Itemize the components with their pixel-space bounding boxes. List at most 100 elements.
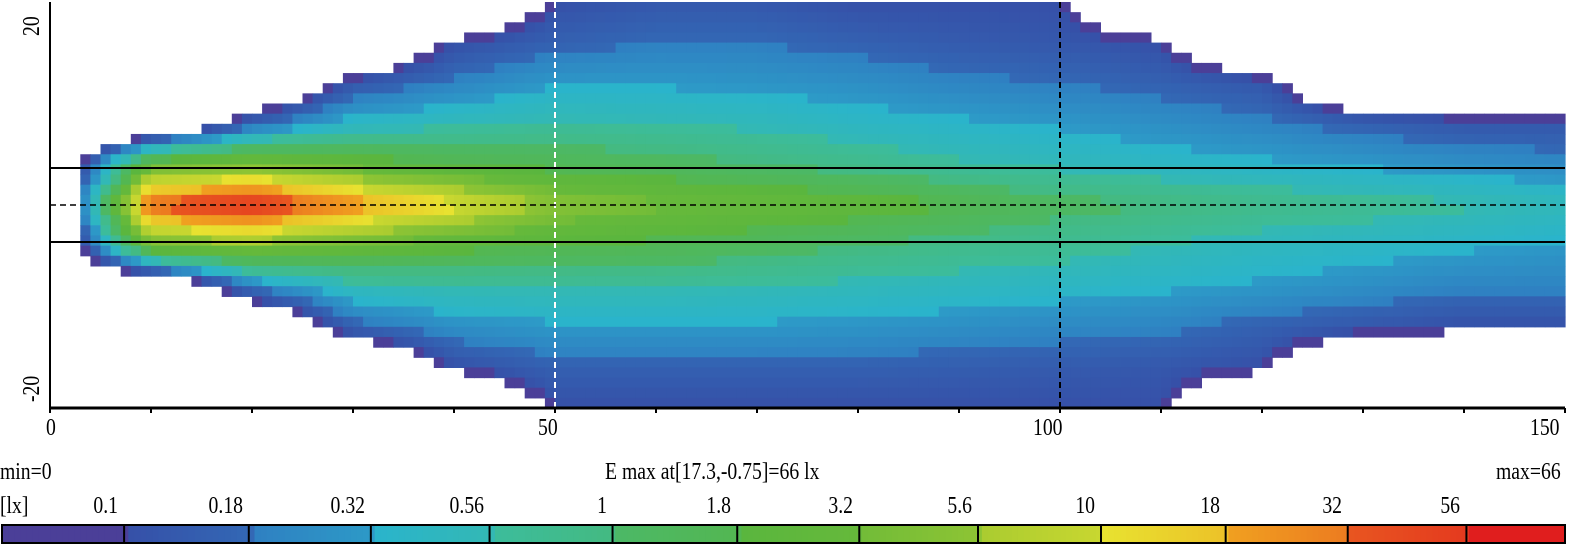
heatmap-cell: [1423, 174, 1435, 186]
heatmap-cell: [1171, 225, 1182, 237]
colorbar-swatch: [1078, 525, 1085, 543]
heatmap-cell: [1181, 225, 1192, 237]
heatmap-cell: [656, 2, 667, 13]
heatmap-cell: [454, 235, 465, 247]
heatmap-cell: [393, 225, 405, 237]
heatmap-cell: [585, 184, 596, 196]
heatmap-cell: [322, 103, 334, 115]
heatmap-cell: [1231, 245, 1243, 257]
heatmap-cell: [1241, 164, 1253, 176]
heatmap-cell: [1504, 184, 1516, 196]
heatmap-cell: [1161, 52, 1172, 64]
colorbar-swatch: [158, 525, 166, 543]
heatmap-cell: [1514, 235, 1526, 247]
heatmap-cell: [1403, 276, 1415, 287]
heatmap-cell: [484, 62, 495, 74]
heatmap-cell: [1100, 32, 1112, 44]
heatmap-cell: [1393, 174, 1404, 186]
colorbar-swatch: [1528, 525, 1536, 543]
heatmap-cell: [241, 225, 253, 237]
heatmap-cell: [1251, 265, 1263, 277]
heatmap-cell: [252, 245, 263, 257]
heatmap-cell: [948, 397, 960, 409]
heatmap-cell: [817, 357, 829, 368]
heatmap-cell: [1100, 387, 1112, 399]
heatmap-cell: [757, 22, 768, 34]
heatmap-cell: [908, 52, 920, 64]
heatmap-cell: [858, 306, 869, 318]
heatmap-cell: [726, 73, 738, 84]
heatmap-cell: [706, 225, 718, 237]
heatmap-cell: [656, 265, 667, 277]
heatmap-cell: [555, 164, 566, 176]
heatmap-cell: [1554, 205, 1566, 216]
heatmap-cell: [817, 265, 829, 277]
heatmap-cell: [787, 42, 798, 54]
heatmap-cell: [1322, 113, 1334, 125]
heatmap-cell: [1251, 235, 1263, 247]
heatmap-cell: [1393, 306, 1404, 318]
heatmap-cell: [918, 194, 930, 206]
heatmap-cell: [322, 144, 334, 155]
heatmap-cell: [90, 205, 102, 216]
heatmap-cell: [171, 174, 182, 186]
heatmap-cell: [1453, 144, 1465, 155]
heatmap-cell: [464, 296, 475, 308]
heatmap-cell: [1554, 194, 1566, 206]
heatmap-cell: [787, 73, 798, 84]
heatmap-cell: [262, 215, 273, 226]
heatmap-cell: [777, 73, 788, 84]
heatmap-cell: [1312, 245, 1324, 257]
heatmap-cell: [706, 255, 718, 267]
heatmap-cell: [928, 286, 940, 297]
heatmap-cell: [221, 123, 233, 135]
heatmap-cell: [908, 306, 920, 318]
heatmap-cell: [1181, 316, 1192, 328]
heatmap-cell: [1080, 387, 1091, 399]
heatmap-cell: [342, 194, 354, 206]
heatmap-cell: [1171, 174, 1182, 186]
heatmap-cell: [1423, 123, 1435, 135]
heatmap-cell: [1161, 276, 1172, 287]
heatmap-cell: [1474, 154, 1485, 165]
heatmap-cell: [1070, 12, 1081, 23]
heatmap-cell: [504, 357, 516, 368]
heatmap-cell: [1110, 164, 1122, 176]
heatmap-cell: [1251, 205, 1263, 216]
heatmap-cell: [1221, 286, 1233, 297]
heatmap-cell: [1201, 326, 1213, 338]
heatmap-cell: [565, 296, 576, 308]
heatmap-cell: [363, 73, 374, 84]
heatmap-cell: [443, 215, 455, 226]
heatmap-cell: [120, 265, 132, 277]
heatmap-cell: [706, 133, 718, 145]
heatmap-cell: [635, 164, 647, 176]
heatmap-cell: [373, 164, 384, 176]
heatmap-cell: [1413, 286, 1425, 297]
heatmap-cell: [413, 103, 425, 115]
heatmap-cell: [201, 164, 213, 176]
heatmap-cell: [1302, 144, 1314, 155]
heatmap-cell: [252, 144, 263, 155]
heatmap-cell: [726, 154, 738, 165]
heatmap-cell: [544, 326, 556, 338]
heatmap-cell: [1423, 245, 1435, 257]
heatmap-cell: [393, 255, 405, 267]
heatmap-cell: [1140, 174, 1152, 186]
heatmap-cell: [302, 205, 314, 216]
heatmap-cell: [656, 286, 667, 297]
heatmap-cell: [1342, 225, 1354, 237]
heatmap-cell: [1019, 194, 1031, 206]
heatmap-cell: [1363, 296, 1374, 308]
heatmap-cell: [181, 194, 192, 206]
heatmap-cell: [504, 306, 516, 318]
heatmap-cell: [464, 144, 475, 155]
heatmap-cell: [938, 103, 950, 115]
heatmap-cell: [454, 357, 465, 368]
heatmap-cell: [1090, 225, 1101, 237]
reference-lines: [50, 2, 1565, 408]
heatmap-cell: [1302, 286, 1314, 297]
heatmap-cell: [726, 215, 738, 226]
heatmap-cell: [443, 357, 455, 368]
heatmap-cell: [1464, 133, 1475, 145]
